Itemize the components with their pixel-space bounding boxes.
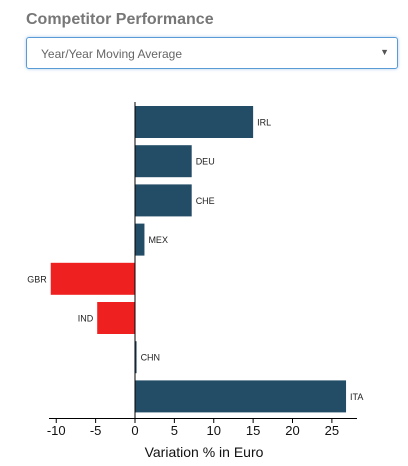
x-tick-label-15: 15: [246, 423, 260, 438]
bar-label-deu: DEU: [196, 157, 215, 167]
bar-irl: [135, 106, 254, 138]
bar-label-chn: CHN: [141, 353, 161, 363]
x-tick-label-20: 20: [285, 423, 299, 438]
bar-label-ind: IND: [78, 314, 94, 324]
x-tick-label-0: 0: [131, 423, 138, 438]
bar-mex: [135, 223, 145, 256]
metric-dropdown[interactable]: Year/Year Moving Average ▼: [26, 37, 398, 69]
chevron-down-icon: ▼: [380, 47, 389, 57]
bar-che: [135, 184, 192, 217]
bar-deu: [135, 145, 192, 178]
x-axis-label: Variation % in Euro: [145, 444, 264, 460]
x-tick-label--10: -10: [47, 423, 66, 438]
bar-label-ita: ITA: [350, 392, 363, 402]
bar-label-gbr: GBR: [27, 274, 47, 284]
x-tick-label--5: -5: [90, 423, 102, 438]
bar-ita: [135, 380, 347, 413]
bar-label-che: CHE: [196, 196, 215, 206]
bar-gbr: [50, 262, 135, 295]
bar-label-mex: MEX: [148, 235, 168, 245]
x-tick-label-25: 25: [325, 423, 339, 438]
chart-title: Competitor Performance: [26, 11, 214, 28]
x-tick-label-5: 5: [171, 423, 178, 438]
bar-chn: [135, 341, 137, 374]
bar-label-irl: IRL: [257, 118, 271, 128]
dropdown-selected-value: Year/Year Moving Average: [41, 47, 182, 61]
x-tick-label-10: 10: [207, 423, 221, 438]
bar-ind: [97, 302, 135, 334]
